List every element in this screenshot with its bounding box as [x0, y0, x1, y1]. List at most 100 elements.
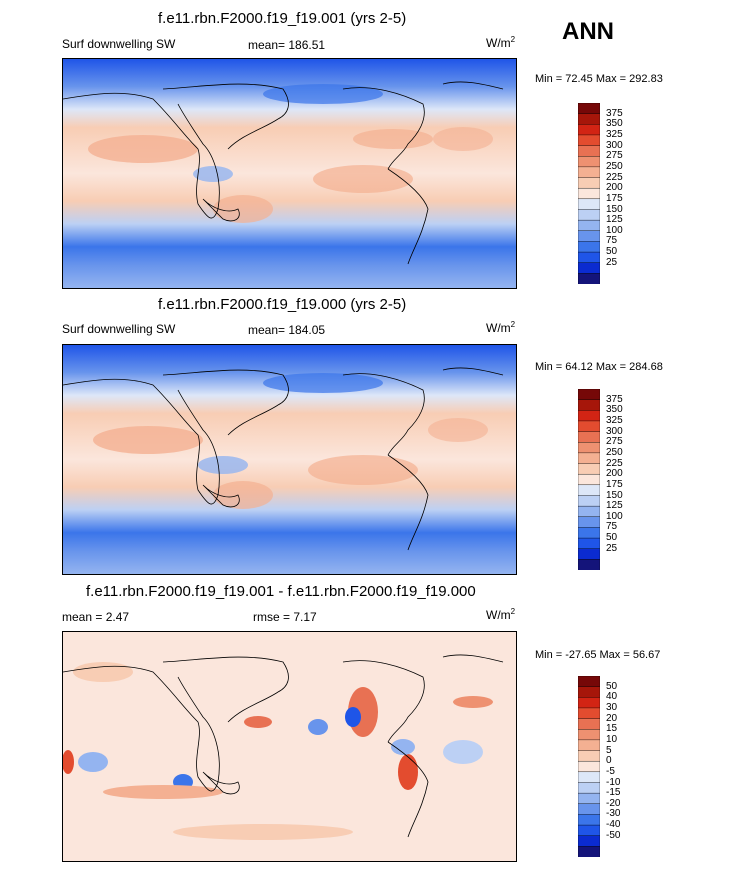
colorbar-swatch	[577, 124, 601, 136]
panel2-colorbar	[577, 388, 601, 571]
colorbar-swatch	[577, 803, 601, 815]
colorbar-tick-label: 125	[606, 214, 623, 226]
colorbar-tick-label: 200	[606, 182, 623, 194]
panel3-colorbar	[577, 675, 601, 858]
colorbar-swatch	[577, 273, 601, 285]
panel3-rmse: rmse = 7.17	[253, 610, 317, 624]
colorbar-tick-label: -15	[606, 787, 621, 799]
colorbar-tick-label: 300	[606, 139, 623, 151]
colorbar-swatch	[577, 495, 601, 507]
colorbar-swatch	[577, 410, 601, 422]
panel1-units: W/m2	[486, 35, 516, 50]
colorbar-tick-label: 250	[606, 160, 623, 172]
colorbar-tick-label: 325	[606, 128, 623, 140]
colorbar-tick-label: 175	[606, 192, 623, 204]
panel1-colorbar	[577, 102, 601, 285]
panel3-title: f.e11.rbn.F2000.f19_f19.001 - f.e11.rbn.…	[86, 583, 476, 600]
colorbar-tick-label: 350	[606, 404, 623, 416]
colorbar-swatch	[577, 113, 601, 125]
panel2-colorbar-labels: 375 350 325 300 275 250 225 200 175 150 125 100 75 50…	[606, 389, 646, 570]
colorbar-swatch	[577, 505, 601, 518]
panel1-variable-label: Surf downwelling SW	[62, 37, 176, 51]
colorbar-tick-label: 225	[606, 171, 623, 183]
colorbar-swatch	[577, 707, 601, 720]
colorbar-swatch	[577, 718, 601, 730]
panel3-minmax: Min = -27.65 Max = 56.67	[535, 649, 661, 661]
panel1-mean: mean= 186.51	[248, 38, 326, 52]
colorbar-swatch	[577, 697, 601, 709]
panel3-map-svg	[63, 632, 516, 861]
colorbar-swatch	[577, 835, 601, 847]
panel3-mean: mean = 2.47	[62, 610, 130, 624]
colorbar-swatch	[577, 548, 601, 560]
colorbar-swatch	[577, 166, 601, 179]
panel2-map	[62, 344, 517, 575]
colorbar-tick-label: 25	[606, 256, 618, 268]
colorbar-tick-label: 100	[606, 510, 623, 522]
colorbar-swatch	[577, 824, 601, 837]
colorbar-swatch	[577, 516, 601, 528]
colorbar-tick-label: 150	[606, 203, 623, 215]
colorbar-swatch	[577, 230, 601, 242]
colorbar-swatch	[577, 782, 601, 794]
panel1-map	[62, 58, 517, 289]
panel2-minmax: Min = 64.12 Max = 284.68	[535, 361, 663, 373]
panel1-map-svg	[63, 59, 516, 288]
colorbar-tick-label: 40	[606, 691, 618, 703]
panel2-mean: mean= 184.05	[248, 323, 326, 337]
colorbar-swatch	[577, 134, 601, 147]
colorbar-swatch	[577, 771, 601, 783]
colorbar-swatch	[577, 187, 601, 200]
panel1-minmax: Min = 72.45 Max = 292.83	[535, 73, 663, 85]
panel2-units: W/m2	[486, 320, 516, 335]
colorbar-tick-label: 20	[606, 712, 618, 724]
panel2-variable-label: Surf downwelling SW	[62, 322, 176, 336]
colorbar-swatch	[577, 388, 601, 401]
panel1-colorbar-labels: 375 350 325 300 275 250 225 200 175 150 125 100 75 50…	[606, 103, 646, 284]
colorbar-tick-label: 225	[606, 457, 623, 469]
colorbar-swatch	[577, 241, 601, 253]
season-label: ANN	[562, 18, 614, 45]
panel2-colorbar-svg	[577, 388, 601, 571]
colorbar-tick-label: 200	[606, 468, 623, 480]
colorbar-swatch	[577, 792, 601, 805]
colorbar-swatch	[577, 750, 601, 762]
colorbar-swatch	[577, 846, 601, 858]
panel3-colorbar-labels: 50 40 30 20 15 10 5 0 -5 -10 -15 -20 -30 -40 -50	[606, 676, 646, 857]
colorbar-swatch	[577, 262, 601, 274]
panel2-map-svg	[63, 345, 516, 574]
colorbar-swatch	[577, 399, 601, 411]
colorbar-swatch	[577, 686, 601, 698]
colorbar-swatch	[577, 537, 601, 550]
colorbar-swatch	[577, 760, 601, 773]
colorbar-swatch	[577, 442, 601, 454]
colorbar-tick-label: 10	[606, 733, 618, 745]
colorbar-tick-label: -30	[606, 808, 621, 820]
colorbar-tick-label: 375	[606, 107, 623, 119]
colorbar-swatch	[577, 198, 601, 210]
colorbar-swatch	[577, 145, 601, 157]
panel1-colorbar-svg	[577, 102, 601, 285]
colorbar-swatch	[577, 251, 601, 264]
colorbar-swatch	[577, 559, 601, 571]
colorbar-tick-label: 5	[606, 744, 612, 756]
panel3-colorbar-svg	[577, 675, 601, 858]
colorbar-tick-label: 175	[606, 478, 623, 490]
colorbar-tick-label: 150	[606, 489, 623, 501]
colorbar-tick-label: -20	[606, 797, 621, 809]
colorbar-swatch	[577, 219, 601, 232]
colorbar-tick-label: 275	[606, 436, 623, 448]
colorbar-tick-label: -5	[606, 765, 615, 777]
colorbar-swatch	[577, 209, 601, 221]
colorbar-tick-label: 50	[606, 246, 618, 258]
colorbar-tick-label: 50	[606, 680, 618, 692]
panel1-title: f.e11.rbn.F2000.f19_f19.001 (yrs 2-5)	[158, 10, 407, 27]
colorbar-swatch	[577, 156, 601, 168]
colorbar-tick-label: 100	[606, 224, 623, 236]
colorbar-tick-label: -50	[606, 829, 621, 841]
colorbar-swatch	[577, 473, 601, 486]
colorbar-swatch	[577, 452, 601, 465]
colorbar-swatch	[577, 739, 601, 752]
colorbar-tick-label: 375	[606, 393, 623, 405]
colorbar-tick-label: 50	[606, 532, 618, 544]
